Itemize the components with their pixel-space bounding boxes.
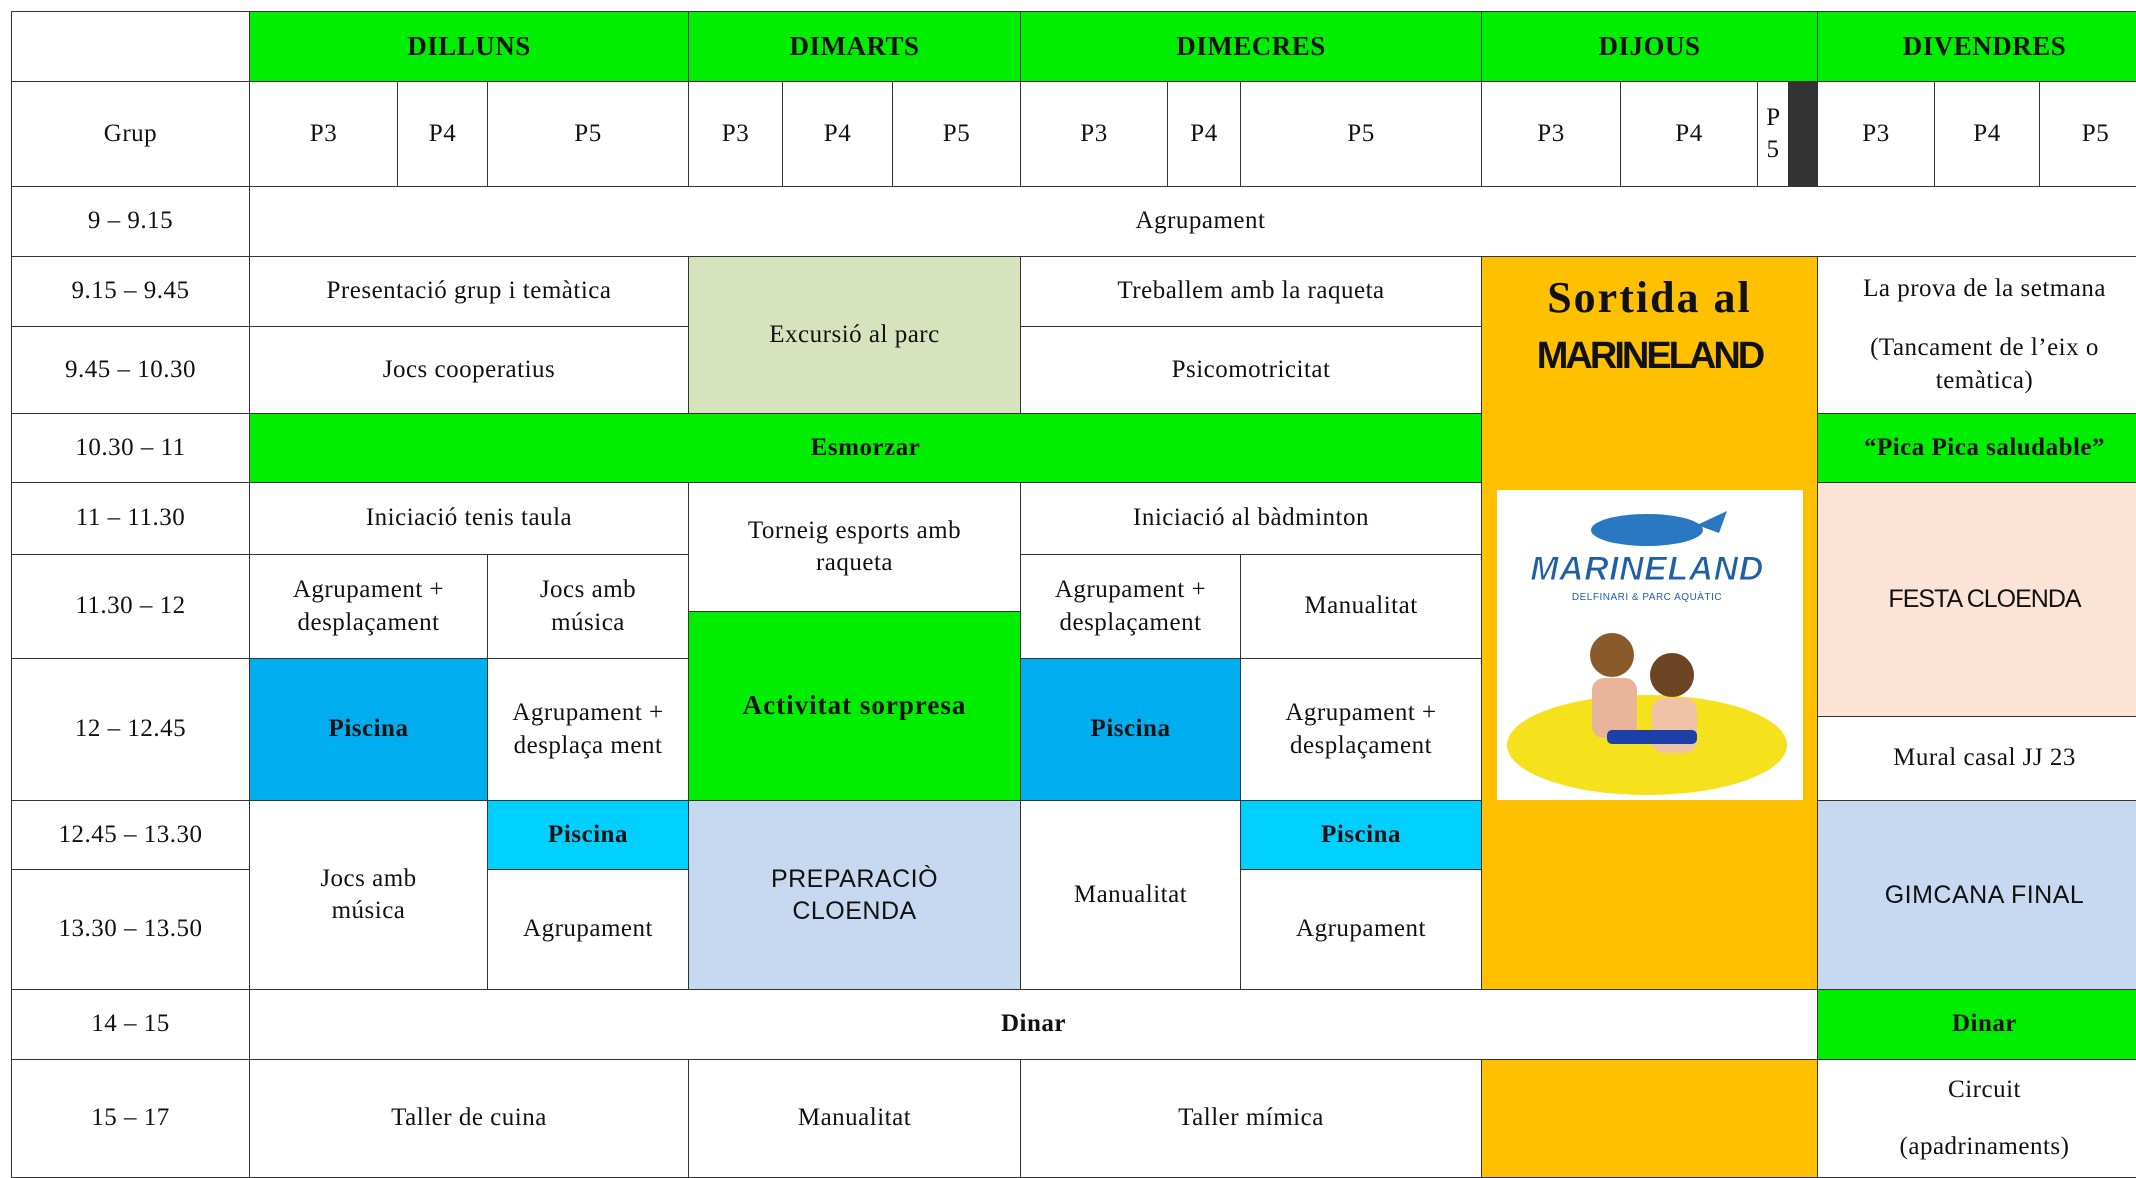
- excursion-cell: Sortida al MARINELAND MARINELAND DELFINA…: [1482, 257, 1817, 989]
- day-header: DIMECRES: [1021, 12, 1481, 81]
- activity: Taller de cuina: [250, 1060, 688, 1177]
- group: P5: [893, 82, 1020, 186]
- activity: Jocs amb música: [250, 801, 487, 989]
- excursion-place: MARINELAND: [1536, 335, 1765, 378]
- child: [1589, 632, 1634, 677]
- time: 13.30 – 13.50: [12, 870, 249, 989]
- group: P4: [1935, 82, 2039, 186]
- group: P 5: [1758, 82, 1788, 186]
- excursion-cell: [1482, 1060, 1817, 1177]
- logo-subtitle: DELFINARI & PARC AQUÀTIC: [1571, 590, 1721, 603]
- activity: Jocs cooperatius: [250, 327, 688, 413]
- activity: Torneig esports amb raqueta: [689, 483, 1020, 611]
- activity: Piscina: [488, 801, 688, 869]
- time: 14 – 15: [12, 990, 249, 1059]
- activity: Agrupament + desplaçament: [1021, 555, 1240, 658]
- activity: FESTA CLOENDA: [1818, 483, 2136, 716]
- corner-cell: [12, 12, 249, 81]
- activity: Manualitat: [1241, 555, 1481, 658]
- activity: Agrupament + desplaçament: [250, 555, 487, 658]
- group: P5: [1241, 82, 1481, 186]
- activity: Manualitat: [1021, 801, 1240, 989]
- activity: Piscina: [1241, 801, 1481, 869]
- group: P3: [1021, 82, 1167, 186]
- activity: Agrupament: [250, 187, 2136, 256]
- group-label: Grup: [12, 82, 249, 186]
- day-header: DIJOUS: [1482, 12, 1817, 81]
- group: P5: [488, 82, 688, 186]
- time: 12 – 12.45: [12, 659, 249, 800]
- time: 15 – 17: [12, 1060, 249, 1177]
- group: P3: [1482, 82, 1620, 186]
- time: 9.45 – 10.30: [12, 327, 249, 413]
- dolphin-tail: [1696, 510, 1727, 533]
- logo-text: MARINELAND: [1530, 550, 1764, 588]
- group: P3: [250, 82, 397, 186]
- group: P5: [2040, 82, 2136, 186]
- activity: Piscina: [1021, 659, 1240, 800]
- activity: Esmorzar: [250, 414, 1481, 482]
- group: P3: [689, 82, 782, 186]
- group: P4: [398, 82, 487, 186]
- day-header: DIVENDRES: [1818, 12, 2136, 81]
- activity: Excursió al parc: [689, 257, 1020, 413]
- float: [1506, 694, 1787, 795]
- day-header: DILLUNS: [250, 12, 688, 81]
- child: [1649, 652, 1694, 697]
- activity: Circuit (apadrinaments): [1818, 1060, 2136, 1177]
- activity: Iniciació tenis taula: [250, 483, 688, 554]
- activity: Dinar: [250, 990, 1817, 1059]
- activity: Taller mímica: [1021, 1060, 1481, 1177]
- day-header: DIMARTS: [689, 12, 1020, 81]
- activity: Iniciació al bàdminton: [1021, 483, 1481, 554]
- marineland-photo: MARINELAND DELFINARI & PARC AQUÀTIC: [1496, 489, 1803, 800]
- activity: Agrupament: [1241, 870, 1481, 989]
- activity-text: (apadrinaments): [1899, 1132, 2070, 1160]
- activity-text: La prova de la setmana: [1863, 274, 2106, 302]
- activity: Piscina: [250, 659, 487, 800]
- activity: Psicomotricitat: [1021, 327, 1481, 413]
- child-body: [1651, 697, 1697, 753]
- activity: PREPARACIÒ CLOENDA: [689, 801, 1020, 989]
- child-body: [1591, 677, 1637, 738]
- activity: Jocs amb música: [488, 555, 688, 658]
- activity: Agrupament + desplaça ment: [488, 659, 688, 800]
- activity: Agrupament: [488, 870, 688, 989]
- activity: “Pica Pica saludable”: [1818, 414, 2136, 482]
- time: 9.15 – 9.45: [12, 257, 249, 326]
- activity: Dinar: [1818, 990, 2136, 1059]
- dolphin: [1590, 513, 1703, 546]
- time: 11 – 11.30: [12, 483, 249, 554]
- time: 9 – 9.15: [12, 187, 249, 256]
- activity-text: Circuit: [1948, 1076, 2021, 1103]
- activity: Manualitat: [689, 1060, 1020, 1177]
- activity: Mural casal JJ 23: [1818, 717, 2136, 800]
- activity: GIMCANA FINAL: [1818, 801, 2136, 989]
- time: 10.30 – 11: [12, 414, 249, 482]
- activity-text: (Tancament de l’eix o temàtica): [1870, 334, 2099, 394]
- group: P4: [783, 82, 892, 186]
- group: P4: [1168, 82, 1240, 186]
- time: 11.30 – 12: [12, 555, 249, 658]
- timetable: DILLUNS DIMARTS DIMECRES DIJOUS DIVENDRE…: [11, 11, 2136, 1178]
- activity: La prova de la setmana (Tancament de l’e…: [1818, 257, 2136, 413]
- handle: [1606, 729, 1697, 744]
- activity: Activitat sorpresa: [689, 612, 1020, 800]
- group: P4: [1621, 82, 1757, 186]
- excursion-title: Sortida al: [1547, 273, 1752, 322]
- time: 12.45 – 13.30: [12, 801, 249, 869]
- activity: Treballem amb la raqueta: [1021, 257, 1481, 326]
- group: P3: [1818, 82, 1934, 186]
- activity: Agrupament + desplaçament: [1241, 659, 1481, 800]
- activity: Presentació grup i temàtica: [250, 257, 688, 326]
